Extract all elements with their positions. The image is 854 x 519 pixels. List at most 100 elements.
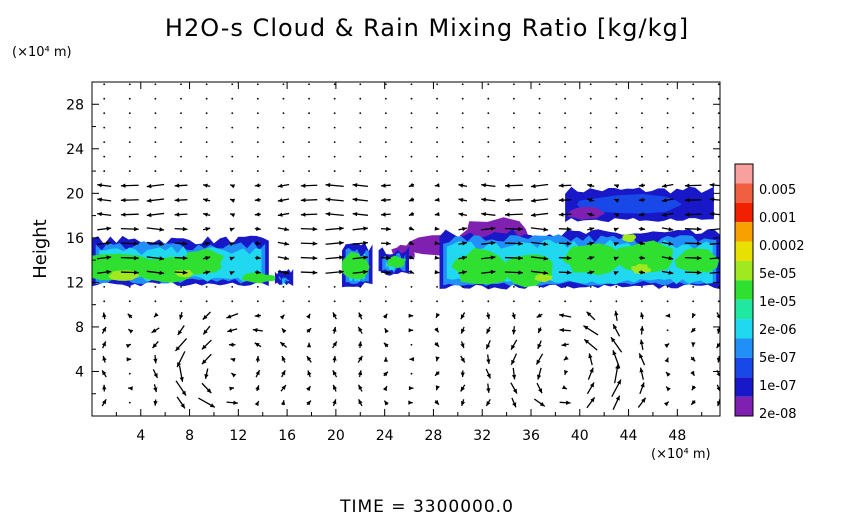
wind-arrowhead [386,255,391,261]
wind-arrowhead [512,388,517,394]
wind-arrowhead [538,328,543,333]
wind-dot [461,83,464,86]
wind-arrowhead [332,341,337,347]
wind-dot [410,112,413,115]
wind-dot [666,300,669,303]
wind-arrowhead [684,198,690,203]
wind-arrowhead [231,373,237,378]
colorbar-label: 1e-07 [759,379,797,394]
wind-arrowhead [511,329,517,335]
wind-dot [282,170,285,172]
wind-arrowhead [363,269,368,275]
wind-dot [564,112,567,115]
wind-arrowhead [226,314,232,319]
wind-arrowhead [716,314,720,319]
wind-arrowhead [281,400,286,405]
wind-arrowhead [690,356,696,362]
wind-arrowhead [518,255,523,261]
wind-arrowhead [684,183,690,188]
wind-dot [180,155,182,158]
wind-arrowhead [381,212,386,217]
colorbar-label: 1e-05 [759,295,797,310]
wind-arrowhead [435,385,440,391]
wind-arrowhead [205,227,211,232]
wind-dot [205,83,208,86]
wind-dot [384,97,387,100]
wind-arrowhead [382,386,387,392]
wind-arrowhead [203,212,208,217]
wind-arrowhead [558,212,564,217]
wind-arrowhead [614,184,620,189]
cloud-green-2 [180,248,224,275]
wind-arrowhead [614,213,620,218]
wind-dot [410,141,413,144]
wind-dot [461,141,464,144]
wind-dot [333,155,336,158]
cloud-green-9 [616,240,674,273]
wind-arrowhead [381,183,386,188]
wind-dot [666,83,669,86]
wind-dot [308,83,310,86]
wind-dot [103,141,106,144]
wind-dot [641,112,643,115]
wind-arrowhead [281,328,287,334]
wind-dot [256,141,259,144]
wind-arrowhead [409,226,414,231]
wind-dot [538,170,541,172]
wind-dot [308,285,310,288]
wind-arrowhead [408,386,414,391]
wind-arrowhead [723,241,728,245]
colorbar-swatch [735,202,753,223]
wind-arrowhead [159,227,165,232]
wind-arrowhead [202,314,208,320]
wind-arrowhead [434,212,440,217]
wind-dot [589,300,592,303]
wind-arrowhead [692,312,696,318]
colorbar-label: 5e-05 [759,267,797,282]
wind-arrowhead [277,198,283,203]
wind-dot [487,285,490,288]
wind-arrowhead [381,197,386,203]
wind-dot [692,300,695,303]
cloud-band-mid-1 [278,276,290,282]
wind-dot [615,155,618,158]
wind-dot [538,141,541,144]
wind-dot [615,97,618,100]
wind-dot [666,141,669,144]
wind-arrowhead [717,401,720,406]
wind-dot [589,112,592,115]
wind-dot [641,300,643,303]
wind-dot [487,300,490,303]
wind-arrowhead [177,362,182,368]
wind-arrowhead [102,355,107,361]
wind-dot [461,97,464,100]
colorbar-label: 0.001 [759,211,796,226]
wind-arrowhead [151,328,157,333]
wind-arrowhead [435,371,440,376]
wind-arrowhead [530,198,536,203]
wind-arrowhead [663,401,669,407]
wind-dot [333,83,336,86]
wind-arrowhead [153,387,158,393]
wind-dot [333,170,336,172]
wind-dot [666,155,669,158]
cloud-field [92,83,728,410]
wind-arrowhead [284,270,289,275]
wind-arrowhead [229,271,235,276]
wind-arrowhead [384,400,389,406]
wind-dot [487,83,490,86]
wind-arrowhead [182,255,188,261]
wind-arrowhead [125,344,131,349]
wind-arrowhead [128,329,134,334]
wind-dot [564,285,567,288]
wind-arrowhead [481,183,486,188]
wind-dot [589,170,592,172]
wind-dot [564,141,567,144]
wind-dot [564,155,567,158]
wind-arrowhead [254,197,260,202]
wind-dot [641,83,643,86]
wind-arrowhead [205,256,211,261]
wind-arrowhead [357,370,363,376]
wind-arrowhead [537,374,542,380]
